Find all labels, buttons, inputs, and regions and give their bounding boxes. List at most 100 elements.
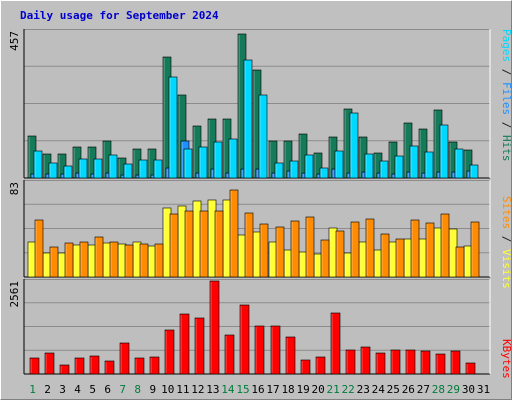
bar-sites-day-27 — [425, 222, 435, 278]
bar-kbytes-day-14 — [224, 334, 235, 375]
x-tick-label-day-29: 29 — [447, 383, 460, 396]
x-tick-label-day-31: 31 — [477, 383, 490, 396]
x-tick-label-day-21: 21 — [327, 383, 340, 396]
x-tick-label-day-19: 19 — [296, 383, 309, 396]
bar-pages-day-10 — [168, 76, 178, 179]
bar-kbytes-day-12 — [194, 317, 205, 375]
bar-sites-day-8 — [139, 243, 149, 278]
bar-sites-day-2 — [49, 246, 59, 278]
bar-pages-day-4 — [78, 158, 88, 179]
bar-kbytes-day-18 — [285, 336, 296, 375]
x-tick-label-day-20: 20 — [312, 383, 325, 396]
bar-pages-day-1 — [33, 150, 43, 179]
bar-sites-day-3 — [64, 242, 74, 278]
legend-1-item-3: Files — [500, 82, 512, 115]
bar-kbytes-day-15 — [239, 304, 250, 375]
bar-pages-day-11 — [183, 148, 193, 179]
bar-pages-day-17 — [274, 162, 284, 179]
bar-sites-day-12 — [199, 210, 209, 278]
x-tick-label-day-16: 16 — [251, 383, 264, 396]
bar-pages-day-6 — [108, 154, 118, 179]
bar-sites-day-16 — [259, 223, 269, 278]
bar-sites-day-18 — [290, 220, 300, 278]
bar-pages-day-25 — [394, 155, 404, 179]
legend-1-item-2: / — [500, 62, 512, 82]
bar-kbytes-day-16 — [254, 325, 265, 375]
bar-kbytes-day-28 — [435, 353, 446, 375]
bar-kbytes-day-17 — [270, 325, 281, 375]
bar-kbytes-day-30 — [465, 362, 476, 375]
x-tick-label-day-5: 5 — [89, 383, 96, 396]
bar-kbytes-day-2 — [44, 352, 55, 375]
bar-pages-day-19 — [304, 154, 314, 179]
panel-1-ymax-label: 457 — [8, 31, 21, 51]
bar-pages-day-5 — [93, 158, 103, 179]
bar-sites-day-28 — [440, 213, 450, 278]
x-tick-label-day-18: 18 — [281, 383, 294, 396]
bar-sites-day-11 — [184, 210, 194, 278]
bar-pages-day-21 — [334, 150, 344, 179]
bar-kbytes-day-23 — [360, 346, 371, 375]
bar-kbytes-day-10 — [164, 329, 175, 375]
bar-kbytes-day-11 — [179, 313, 190, 375]
x-tick-label-day-10: 10 — [161, 383, 174, 396]
bar-sites-day-5 — [94, 236, 104, 278]
x-tick-label-day-27: 27 — [417, 383, 430, 396]
x-tick-label-day-26: 26 — [402, 383, 415, 396]
bar-kbytes-day-5 — [89, 355, 100, 375]
bar-pages-day-9 — [153, 159, 163, 179]
bar-pages-day-29 — [454, 148, 464, 179]
bar-kbytes-day-24 — [375, 352, 386, 375]
bar-pages-day-14 — [228, 138, 238, 179]
bar-sites-day-20 — [320, 239, 330, 278]
bar-kbytes-day-20 — [315, 356, 326, 375]
x-tick-label-day-3: 3 — [59, 383, 66, 396]
bar-sites-day-1 — [34, 219, 44, 278]
bar-pages-day-26 — [409, 145, 419, 179]
x-tick-label-day-11: 11 — [176, 383, 189, 396]
bar-kbytes-day-13 — [209, 280, 220, 375]
bar-pages-day-8 — [138, 159, 148, 179]
x-tick-label-day-8: 8 — [134, 383, 141, 396]
panel-2-ymax-label: 83 — [8, 182, 21, 195]
bar-pages-day-13 — [213, 141, 223, 179]
bar-pages-day-27 — [424, 151, 434, 179]
legend-2-item-2: / — [500, 229, 512, 249]
x-tick-label-day-2: 2 — [44, 383, 51, 396]
bar-kbytes-day-3 — [59, 364, 70, 375]
bar-sites-day-14 — [229, 189, 239, 278]
bar-sites-day-30 — [470, 221, 480, 278]
bar-kbytes-day-21 — [330, 312, 341, 375]
bar-sites-day-29 — [455, 246, 465, 278]
bar-sites-day-19 — [305, 216, 315, 278]
legend-2: Sites / Visits — [500, 196, 512, 289]
bar-kbytes-day-8 — [134, 357, 145, 375]
legend-2-item-1: Sites — [500, 196, 512, 229]
bar-kbytes-day-26 — [405, 349, 416, 375]
bar-pages-day-20 — [319, 167, 329, 179]
x-tick-label-day-1: 1 — [29, 383, 36, 396]
legend-1: Pages / Files / Hits — [500, 29, 512, 162]
bar-sites-day-6 — [109, 241, 119, 278]
legend-2-item-3: Visits — [500, 249, 512, 289]
x-tick-label-day-4: 4 — [74, 383, 81, 396]
chart-title: Daily usage for September 2024 — [20, 9, 219, 22]
bar-sites-day-21 — [335, 230, 345, 278]
legend-3-item-1: KBytes — [500, 339, 512, 379]
x-tick-label-day-24: 24 — [372, 383, 386, 396]
bar-pages-day-3 — [63, 165, 73, 179]
x-tick-label-day-14: 14 — [221, 383, 235, 396]
x-tick-label-day-7: 7 — [119, 383, 126, 396]
bar-kbytes-day-25 — [390, 349, 401, 375]
bar-pages-day-30 — [469, 164, 479, 179]
bar-kbytes-day-19 — [300, 359, 311, 375]
legend-3: KBytes — [500, 339, 512, 379]
bar-kbytes-day-4 — [74, 357, 85, 375]
bar-sites-day-9 — [154, 243, 164, 278]
x-tick-label-day-17: 17 — [266, 383, 279, 396]
bar-kbytes-day-1 — [29, 357, 40, 375]
x-tick-label-day-6: 6 — [104, 383, 111, 396]
bar-kbytes-day-9 — [149, 356, 160, 375]
bar-pages-day-15 — [243, 59, 253, 179]
